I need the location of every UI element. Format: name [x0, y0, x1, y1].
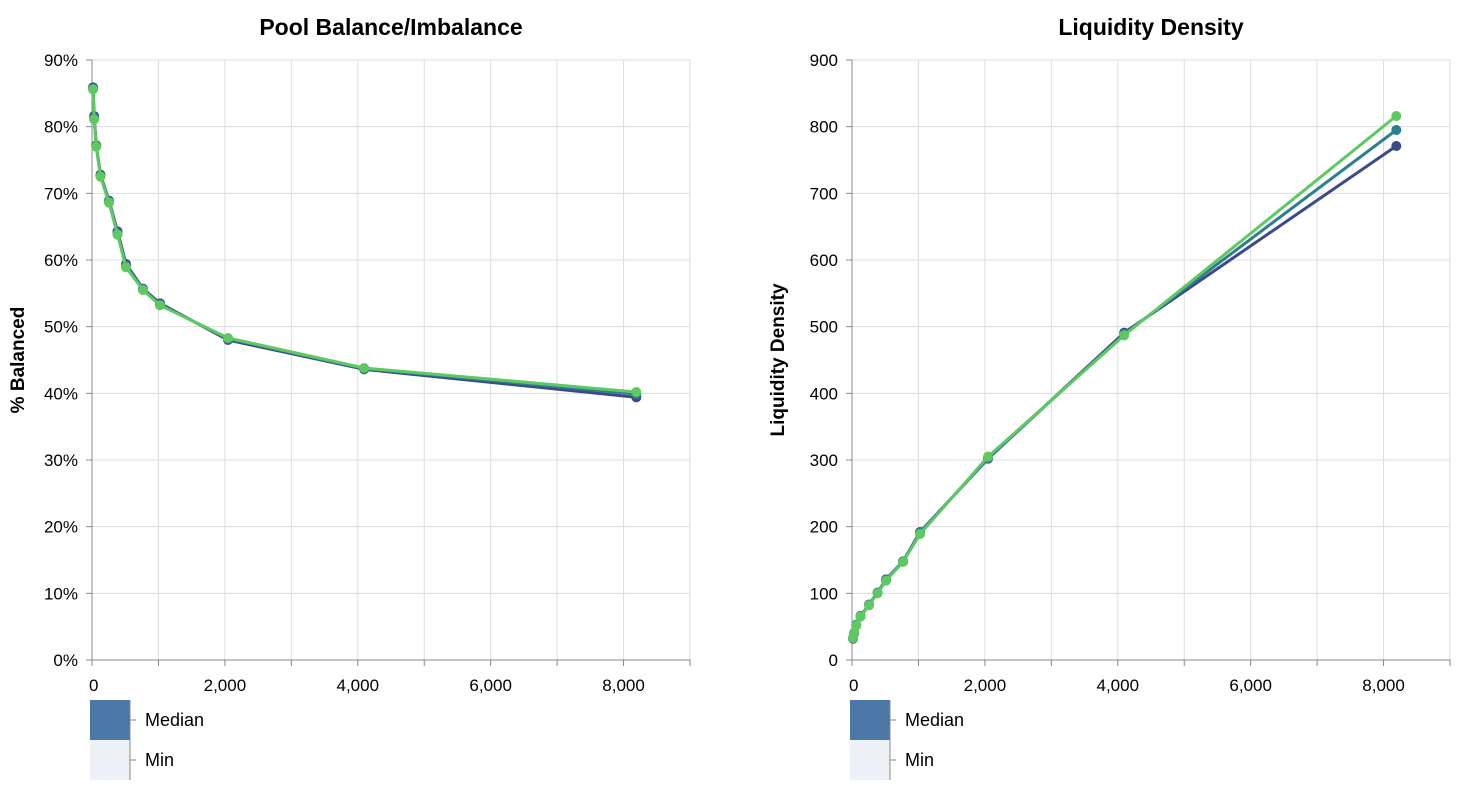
series-line — [91, 89, 637, 394]
y-tick-label: 600 — [810, 251, 838, 270]
data-point — [121, 262, 132, 273]
data-point — [881, 575, 892, 586]
y-tick-label: 20% — [44, 518, 78, 537]
data-point — [89, 114, 100, 125]
y-tick-label: 200 — [810, 518, 838, 537]
data-point — [898, 557, 909, 567]
chart-panel-1: 0 2,000 4,000 6,000 8,000 0% 10% 20% 30% 40% 50% 60… — [8, 14, 691, 780]
x-tick-label: 2,000 — [204, 676, 247, 695]
x-tick-label: 8,000 — [602, 676, 645, 695]
legend: Median Min — [90, 700, 204, 780]
legend: Median Min — [850, 700, 964, 780]
data-point — [95, 171, 106, 182]
data-point — [855, 611, 866, 622]
y-tick-label: 400 — [810, 384, 838, 403]
series-2 — [848, 125, 1402, 643]
data-point — [1119, 330, 1130, 341]
legend-swatch — [90, 700, 130, 740]
chart-panel-2: 0 2,000 4,000 6,000 8,000 0 100 200 300 400 500 600… — [768, 14, 1451, 780]
y-tick-label: 0% — [53, 651, 78, 670]
data-point — [155, 300, 166, 311]
y-tick-label: 60% — [44, 251, 78, 270]
y-tick-label: 30% — [44, 451, 78, 470]
series-line — [91, 87, 637, 399]
series-line — [91, 88, 637, 396]
legend-swatch — [850, 700, 890, 740]
series-2 — [88, 83, 642, 399]
data-point — [1391, 111, 1402, 121]
y-tick-label: 90% — [44, 51, 78, 70]
legend-swatch — [850, 740, 890, 780]
gridlines — [851, 59, 1451, 661]
series-1 — [848, 141, 1402, 644]
y-tick-label: 0 — [829, 651, 838, 670]
data-point — [851, 620, 862, 631]
x-tick-label: 2,000 — [964, 676, 1007, 695]
x-tick-label: 0 — [849, 676, 858, 695]
y-axis-title: % Balanced — [8, 307, 29, 414]
y-tick-label: 700 — [810, 184, 838, 203]
x-tick-label: 6,000 — [1229, 676, 1272, 695]
x-tick-label: 4,000 — [1097, 676, 1140, 695]
chart-title: Pool Balance/Imbalance — [259, 14, 522, 40]
data-point — [359, 363, 370, 373]
series-3 — [88, 84, 642, 397]
series-3 — [848, 111, 1402, 643]
y-tick-label: 50% — [44, 318, 78, 337]
data-point — [138, 285, 149, 295]
data-point — [104, 197, 115, 208]
y-axis-title: Liquidity Density — [768, 283, 789, 437]
data-point — [223, 333, 234, 343]
y-tick-label: 10% — [44, 584, 78, 603]
data-point — [864, 600, 875, 611]
data-point — [88, 84, 99, 95]
data-point — [631, 387, 642, 397]
x-tick-label: 8,000 — [1362, 676, 1405, 695]
legend-swatch — [90, 740, 130, 780]
data-point — [91, 141, 102, 152]
y-tick-label: 900 — [810, 51, 838, 70]
y-tick-label: 40% — [44, 384, 78, 403]
y-tick-label: 100 — [810, 584, 838, 603]
data-point — [1391, 141, 1402, 151]
series-line — [851, 144, 1398, 639]
data-point — [1391, 125, 1402, 135]
legend-label: Min — [145, 750, 174, 770]
y-tick-label: 70% — [44, 184, 78, 203]
data-point — [915, 529, 926, 539]
y-tick-label: 80% — [44, 118, 78, 137]
series-line — [851, 114, 1398, 639]
legend-label: Min — [905, 750, 934, 770]
gridlines — [91, 59, 691, 661]
x-tick-label: 6,000 — [469, 676, 512, 695]
x-tick-label: 4,000 — [337, 676, 380, 695]
series-line — [851, 128, 1398, 639]
data-point — [872, 588, 883, 599]
chart-title: Liquidity Density — [1058, 14, 1244, 40]
x-tick-label: 0 — [89, 676, 98, 695]
y-tick-label: 800 — [810, 118, 838, 137]
series-1 — [88, 82, 642, 403]
data-point — [983, 451, 994, 462]
y-tick-label: 500 — [810, 318, 838, 337]
legend-label: Median — [905, 710, 964, 730]
legend-label: Median — [145, 710, 204, 730]
data-point — [112, 229, 123, 240]
y-tick-label: 300 — [810, 451, 838, 470]
